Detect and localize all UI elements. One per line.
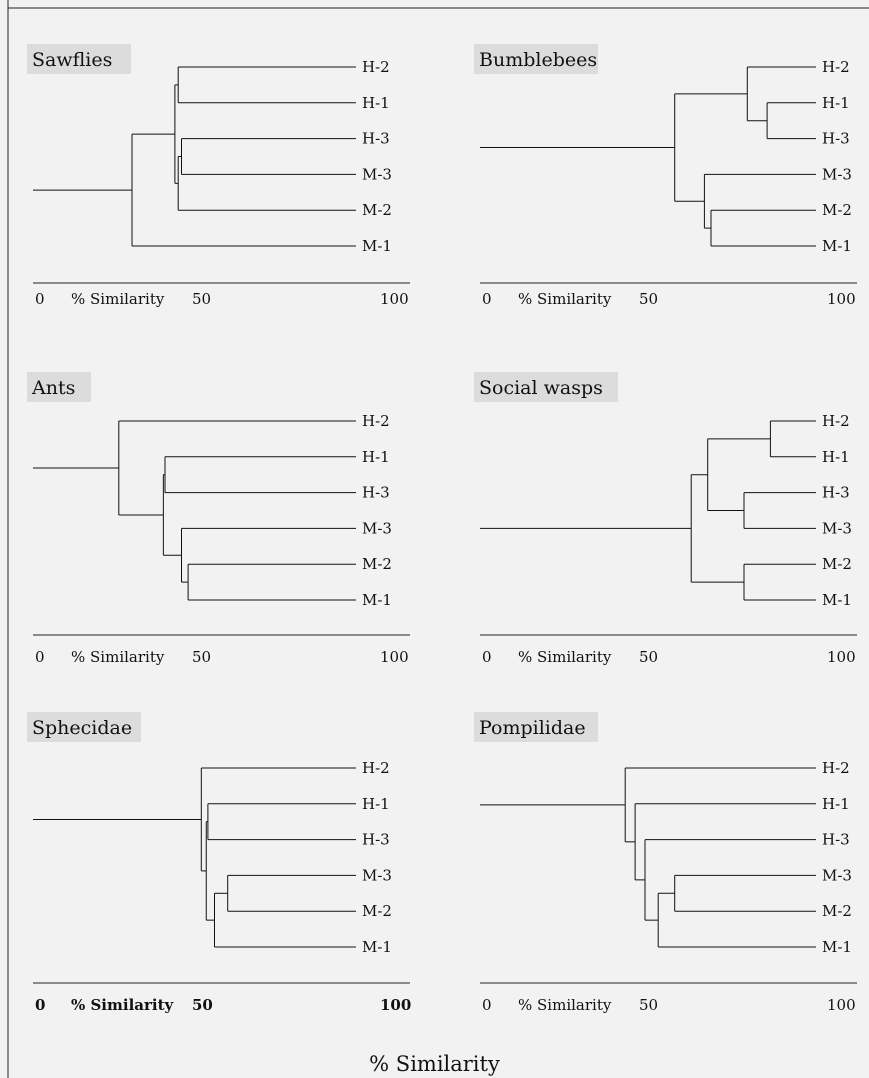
leaf-label-h-1: H-1: [362, 448, 390, 466]
x-tick-label: 50: [192, 996, 213, 1014]
panel-title-background: [474, 44, 598, 74]
x-axis-title: % Similarity: [71, 648, 165, 666]
x-axis-title: % Similarity: [518, 996, 612, 1014]
x-tick-label: 100: [827, 290, 856, 308]
x-axis-title: % Similarity: [71, 996, 175, 1014]
leaf-label-h-3: H-3: [362, 484, 390, 502]
leaf-label-m-2: M-2: [362, 201, 392, 219]
leaf-label-h-1: H-1: [362, 94, 390, 112]
leaf-label-m-2: M-2: [362, 555, 392, 573]
leaf-label-h-3: H-3: [362, 831, 390, 849]
leaf-label-h-1: H-1: [822, 448, 850, 466]
leaf-label-h-2: H-2: [362, 759, 390, 777]
x-tick-label: 50: [639, 290, 658, 308]
panel-title-background: [474, 712, 598, 742]
leaf-label-m-1: M-1: [362, 237, 392, 255]
x-tick-label: 0: [35, 648, 45, 666]
x-tick-label: 0: [35, 290, 45, 308]
x-tick-label: 50: [192, 648, 211, 666]
leaf-label-m-1: M-1: [362, 591, 392, 609]
leaf-label-m-2: M-2: [822, 902, 852, 920]
panel-title: Sphecidae: [32, 717, 132, 739]
leaf-label-h-2: H-2: [822, 412, 850, 430]
leaf-label-h-1: H-1: [362, 795, 390, 813]
leaf-label-m-1: M-1: [362, 938, 392, 956]
leaf-label-m-3: M-3: [362, 866, 392, 884]
dendrogram-panel-social-wasps: Social wasps H-2 H-1 H-3 M-3 M-2 M-1 0 % Similar…: [474, 372, 857, 666]
leaf-label-h-3: H-3: [822, 484, 850, 502]
x-tick-label: 100: [380, 648, 409, 666]
x-axis-title: % Similarity: [518, 290, 612, 308]
x-tick-label: 50: [639, 996, 658, 1014]
leaf-label-h-1: H-1: [822, 795, 850, 813]
leaf-label-h-3: H-3: [362, 130, 390, 148]
x-tick-label: 0: [482, 290, 492, 308]
dendrogram-panel-sawflies: Sawflies H-2 H-1 H-3 M-3 M-2 M-1 0 % Similarity 5…: [27, 44, 410, 308]
leaf-label-h-2: H-2: [822, 759, 850, 777]
panel-title: Social wasps: [479, 377, 603, 399]
leaf-label-h-3: H-3: [822, 831, 850, 849]
leaf-label-m-3: M-3: [362, 165, 392, 183]
leaf-label-h-3: H-3: [822, 130, 850, 148]
x-axis-title: % Similarity: [71, 290, 165, 308]
leaf-label-h-2: H-2: [362, 412, 390, 430]
leaf-label-h-2: H-2: [822, 58, 850, 76]
x-tick-label: 50: [639, 648, 658, 666]
leaf-label-m-2: M-2: [822, 201, 852, 219]
x-axis-title: % Similarity: [518, 648, 612, 666]
leaf-label-m-2: M-2: [822, 555, 852, 573]
panel-title-background: [27, 372, 91, 402]
leaf-label-m-3: M-3: [362, 519, 392, 537]
x-tick-label: 100: [380, 996, 411, 1014]
leaf-label-m-3: M-3: [822, 519, 852, 537]
x-tick-label: 50: [192, 290, 211, 308]
panel-title: Ants: [31, 377, 75, 399]
leaf-label-m-3: M-3: [822, 165, 852, 183]
x-tick-label: 0: [482, 996, 492, 1014]
panel-title-background: [27, 712, 141, 742]
leaf-label-m-1: M-1: [822, 591, 852, 609]
global-x-axis-label: % Similarity: [369, 1052, 500, 1076]
dendrogram-panel-bumblebees: Bumblebees H-2 H-1 H-3 M-3 M-2 M-1 0 % Similarit…: [474, 44, 857, 308]
x-tick-label: 100: [827, 996, 856, 1014]
panel-title-background: [474, 372, 618, 402]
leaf-label-h-1: H-1: [822, 94, 850, 112]
x-tick-label: 100: [827, 648, 856, 666]
panel-title: Pompilidae: [479, 717, 586, 739]
x-tick-label: 100: [380, 290, 409, 308]
leaf-label-m-2: M-2: [362, 902, 392, 920]
leaf-label-m-1: M-1: [822, 237, 852, 255]
panel-title: Sawflies: [32, 49, 112, 71]
leaf-label-m-3: M-3: [822, 866, 852, 884]
leaf-label-m-1: M-1: [822, 938, 852, 956]
dendrogram-panel-sphecidae: Sphecidae H-2 H-1 H-3 M-3 M-2 M-1 0 % Similarity…: [27, 712, 411, 1014]
x-tick-label: 0: [35, 996, 45, 1014]
x-tick-label: 0: [482, 648, 492, 666]
dendrogram-panel-ants: Ants H-2 H-1 H-3 M-3 M-2 M-1 0 % Similarity 50 100: [27, 372, 410, 666]
dendrogram-panel-pompilidae: Pompilidae H-2 H-1 H-3 M-3 M-2 M-1 0 % Similarit…: [474, 712, 857, 1014]
panel-title: Bumblebees: [479, 49, 597, 71]
leaf-label-h-2: H-2: [362, 58, 390, 76]
panel-title-background: [27, 44, 131, 74]
